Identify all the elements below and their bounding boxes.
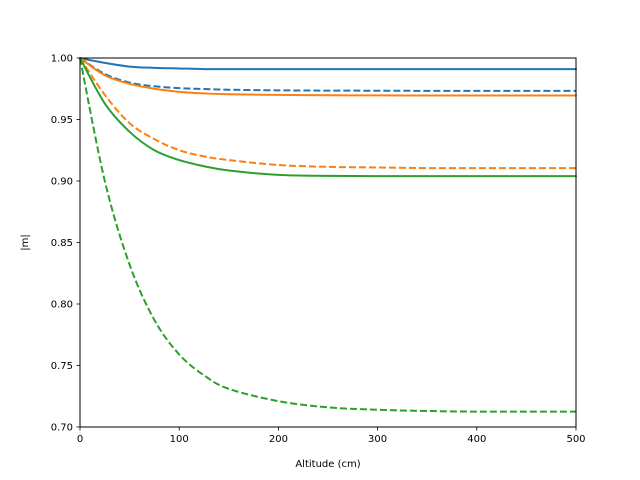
- x-tick-label: 400: [467, 434, 486, 445]
- x-axis-label: Altitude (cm): [295, 459, 360, 470]
- y-axis-label: |m|: [20, 234, 31, 250]
- series-line-4: [79, 57, 576, 170]
- y-tick-label: 0.75: [51, 361, 73, 372]
- x-tick-label: 100: [170, 434, 189, 445]
- y-tick-label: 0.85: [51, 238, 73, 249]
- series-line-1: [79, 57, 577, 71]
- y-tick-label: 0.70: [51, 423, 73, 434]
- y-axis: 0.70 0.75 0.80 0.85 0.90 0.95 1.00: [51, 54, 80, 434]
- series-line-6: [79, 57, 576, 413]
- series-layer: [79, 57, 577, 413]
- y-tick-label: 1.00: [51, 54, 73, 65]
- x-tick-label: 0: [77, 434, 83, 445]
- series-line-5: [79, 57, 577, 178]
- y-tick-label: 0.80: [51, 300, 73, 311]
- x-axis: 0 100 200 300 400 500: [77, 427, 586, 445]
- series-line-3: [79, 57, 577, 97]
- y-tick-label: 0.95: [51, 115, 73, 126]
- x-tick-label: 200: [269, 434, 288, 445]
- y-tick-label: 0.90: [51, 177, 73, 188]
- x-tick-label: 500: [566, 434, 585, 445]
- x-tick-label: 300: [368, 434, 387, 445]
